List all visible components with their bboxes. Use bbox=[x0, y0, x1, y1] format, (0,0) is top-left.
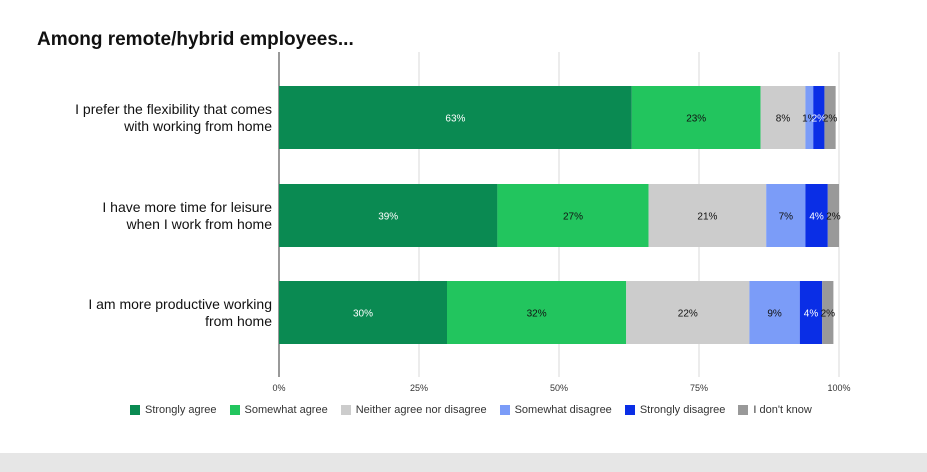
bar-segment bbox=[799, 281, 823, 344]
bar-segment bbox=[827, 184, 839, 247]
bar-segment bbox=[824, 86, 836, 149]
stacked-bar-chart: 0% 25% 50% 75% 100%63% 23% 8% 1%2%2%39% 27% 21% 7%… bbox=[272, 52, 851, 393]
legend-swatch bbox=[738, 405, 749, 415]
legend-swatch bbox=[499, 405, 510, 415]
data-label: 23% bbox=[686, 114, 706, 125]
data-label: 22% bbox=[678, 309, 698, 320]
category-label-line: I prefer the flexibility that comes bbox=[75, 100, 272, 117]
data-label: 7% bbox=[779, 212, 794, 223]
x-tick-label: 25% bbox=[410, 383, 428, 393]
legend-item: I don't know bbox=[738, 404, 812, 416]
data-label: 9% bbox=[767, 309, 782, 320]
category-label-line: from home bbox=[205, 312, 272, 329]
data-label: 21% bbox=[697, 212, 717, 223]
category-label: I have more time for leisure when I work … bbox=[42, 199, 272, 233]
data-label: 8% bbox=[776, 114, 791, 125]
legend-label: Neither agree nor disagree bbox=[355, 404, 487, 416]
category-label-line: I have more time for leisure bbox=[102, 198, 272, 215]
data-label: 1% bbox=[802, 114, 817, 125]
legend-item: Neither agree nor disagree bbox=[340, 404, 487, 416]
bar-segment bbox=[279, 184, 498, 247]
bar-segment bbox=[805, 86, 814, 149]
bar-segment bbox=[648, 184, 767, 247]
bar-segment bbox=[805, 184, 828, 247]
category-label: I prefer the flexibility that comes with … bbox=[42, 101, 272, 135]
data-label: 2% bbox=[812, 114, 827, 125]
data-label: 32% bbox=[527, 309, 547, 320]
category-label: I am more productive working from home bbox=[42, 296, 272, 330]
legend-item: Strongly disagree bbox=[624, 404, 726, 416]
legend-label: Strongly agree bbox=[145, 404, 217, 416]
x-tick-label: 75% bbox=[690, 383, 708, 393]
data-label: 30% bbox=[353, 309, 373, 320]
bar-segment bbox=[631, 86, 761, 149]
legend-swatch bbox=[624, 405, 635, 415]
legend-swatch bbox=[340, 405, 351, 415]
x-tick-label: 50% bbox=[550, 383, 568, 393]
data-label: 39% bbox=[378, 212, 398, 223]
data-label: 4% bbox=[809, 212, 824, 223]
bar-segment bbox=[497, 184, 649, 247]
legend-swatch bbox=[229, 405, 240, 415]
data-label: 63% bbox=[445, 114, 465, 125]
chart-legend: Strongly agree Somewhat agree Neither agre… bbox=[130, 404, 812, 416]
data-label: 2% bbox=[826, 212, 841, 223]
bar-segment bbox=[279, 86, 632, 149]
data-label: 27% bbox=[563, 212, 583, 223]
bar-segment bbox=[822, 281, 834, 344]
legend-label: Strongly disagree bbox=[639, 404, 726, 416]
data-label: 4% bbox=[804, 309, 819, 320]
x-tick-label: 0% bbox=[272, 383, 285, 393]
bar-segment bbox=[749, 281, 800, 344]
x-tick-label: 100% bbox=[827, 383, 850, 393]
bar-segment bbox=[447, 281, 627, 344]
footer-band bbox=[0, 453, 927, 472]
bar-segment bbox=[766, 184, 806, 247]
legend-item: Somewhat disagree bbox=[499, 404, 612, 416]
data-label: 2% bbox=[821, 309, 836, 320]
legend-item: Somewhat agree bbox=[229, 404, 328, 416]
bar-segment bbox=[626, 281, 750, 344]
chart-title: Among remote/hybrid employees... bbox=[37, 29, 354, 50]
category-label-line: with working from home bbox=[124, 117, 272, 134]
category-label-line: when I work from home bbox=[126, 215, 273, 232]
legend-label: Somewhat disagree bbox=[514, 404, 612, 416]
legend-label: Somewhat agree bbox=[244, 404, 328, 416]
bar-segment bbox=[760, 86, 806, 149]
bar-segment bbox=[813, 86, 825, 149]
legend-item: Strongly agree bbox=[130, 404, 217, 416]
legend-swatch bbox=[130, 405, 140, 415]
bar-segment bbox=[279, 281, 447, 344]
data-label: 2% bbox=[823, 114, 838, 125]
legend-label: I don't know bbox=[753, 404, 812, 416]
category-label-line: I am more productive working bbox=[88, 295, 272, 312]
